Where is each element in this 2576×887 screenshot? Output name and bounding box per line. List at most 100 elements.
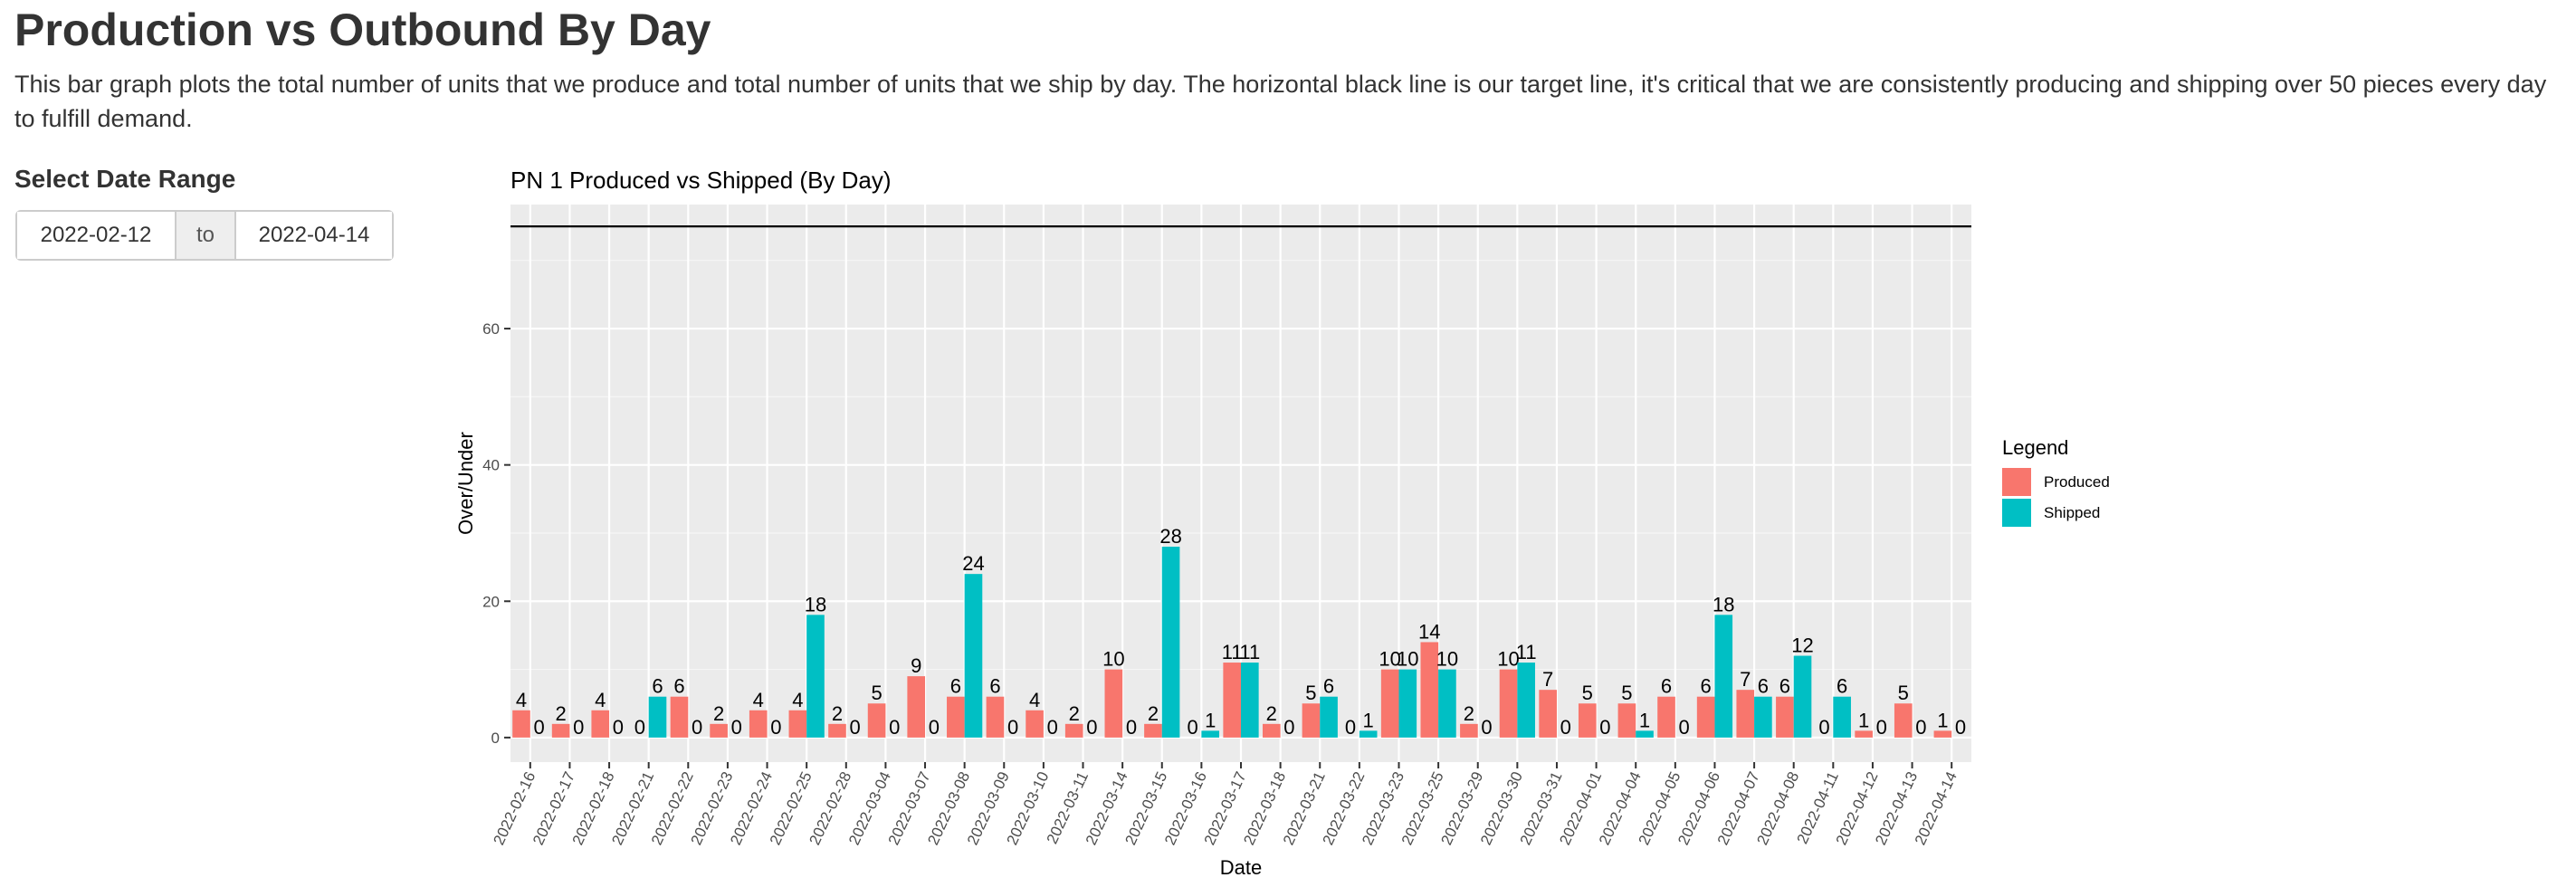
- bar-produced: [828, 723, 846, 738]
- legend-label-produced: Produced: [2044, 472, 2110, 491]
- data-label-produced: 10: [1379, 648, 1400, 671]
- data-label-produced: 5: [1898, 682, 1909, 704]
- y-tick-label: 60: [482, 320, 500, 338]
- data-label-produced: 0: [1345, 716, 1356, 739]
- bar-produced: [1776, 696, 1794, 738]
- data-label-shipped: 0: [1915, 716, 1926, 739]
- data-label-produced: 6: [1661, 675, 1672, 698]
- data-label-produced: 6: [950, 675, 961, 698]
- bar-produced: [1104, 669, 1123, 738]
- start-date-input[interactable]: 2022-02-12: [17, 212, 175, 259]
- data-label-produced: 7: [1542, 668, 1553, 691]
- end-date-input[interactable]: 2022-04-14: [236, 212, 392, 259]
- bar-produced: [1380, 669, 1399, 738]
- data-label-shipped: 0: [770, 716, 781, 739]
- data-label-produced: 6: [1701, 675, 1712, 698]
- data-label-produced: 2: [832, 702, 843, 725]
- data-label-produced: 6: [673, 675, 684, 698]
- data-label-shipped: 1: [1639, 709, 1650, 731]
- y-tick-label: 40: [482, 457, 500, 474]
- legend-label-shipped: Shipped: [2044, 503, 2101, 521]
- bar-produced: [947, 696, 965, 738]
- data-label-shipped: 0: [1086, 716, 1097, 739]
- data-label-shipped: 10: [1436, 648, 1458, 671]
- data-label-produced: 4: [753, 689, 764, 711]
- data-label-shipped: 6: [1323, 675, 1334, 698]
- page-title: Production vs Outbound By Day: [14, 5, 711, 55]
- bar-produced: [986, 696, 1005, 738]
- bar-shipped: [1517, 663, 1535, 738]
- data-label-produced: 2: [1069, 702, 1080, 725]
- bar-produced: [1539, 690, 1557, 738]
- bar-produced: [670, 696, 689, 738]
- data-label-produced: 1: [1858, 709, 1869, 731]
- bar-shipped: [1833, 696, 1851, 738]
- bar-shipped: [1320, 696, 1338, 738]
- legend-item-shipped: Shipped: [2002, 499, 2100, 527]
- data-label-produced: 2: [1148, 702, 1159, 725]
- bar-produced: [1933, 730, 1952, 738]
- data-label-shipped: 0: [1126, 716, 1137, 739]
- data-label-shipped: 0: [613, 716, 624, 739]
- x-tick-label: 2022-04-14: [1912, 769, 1961, 848]
- legend-swatch-shipped: [2002, 499, 2031, 527]
- data-label-produced: 4: [516, 689, 527, 711]
- data-label-shipped: 10: [1397, 648, 1418, 671]
- date-range-label: Select Date Range: [14, 165, 236, 193]
- data-label-shipped: 0: [1955, 716, 1966, 739]
- data-label-produced: 5: [1305, 682, 1316, 704]
- bar-produced: [1696, 696, 1715, 738]
- bar-shipped: [1754, 696, 1772, 738]
- data-label-shipped: 1: [1205, 709, 1216, 731]
- bar-shipped: [1201, 730, 1220, 738]
- data-label-shipped: 24: [962, 552, 984, 575]
- data-label-shipped: 0: [731, 716, 742, 739]
- bar-produced: [788, 710, 807, 738]
- bar-produced: [1578, 703, 1597, 738]
- data-label-produced: 2: [713, 702, 724, 725]
- bar-produced: [1617, 703, 1636, 738]
- data-label-produced: 0: [1187, 716, 1197, 739]
- data-label-shipped: 0: [534, 716, 545, 739]
- bar-produced: [1736, 690, 1755, 738]
- data-label-shipped: 0: [1481, 716, 1492, 739]
- legend-item-produced: Produced: [2002, 468, 2110, 496]
- data-label-produced: 0: [634, 716, 645, 739]
- data-label-shipped: 0: [573, 716, 584, 739]
- data-label-shipped: 0: [929, 716, 940, 739]
- data-label-shipped: 11: [1239, 641, 1260, 663]
- bar-produced: [512, 710, 530, 738]
- data-label-shipped: 0: [1007, 716, 1018, 739]
- data-label-shipped: 0: [889, 716, 900, 739]
- data-label-shipped: 28: [1159, 525, 1181, 548]
- data-label-shipped: 0: [1599, 716, 1610, 739]
- data-label-shipped: 0: [1876, 716, 1887, 739]
- bar-produced: [1302, 703, 1321, 738]
- data-label-shipped: 1: [1363, 709, 1374, 731]
- data-label-shipped: 0: [849, 716, 860, 739]
- bar-produced: [1855, 730, 1873, 738]
- bar-produced: [1460, 723, 1478, 738]
- data-label-produced: 4: [595, 689, 606, 711]
- y-tick-label: 0: [491, 730, 500, 747]
- bar-shipped: [1438, 669, 1456, 738]
- bar-shipped: [1714, 615, 1733, 738]
- bar-produced: [749, 710, 768, 738]
- data-label-produced: 5: [1621, 682, 1632, 704]
- data-label-shipped: 0: [692, 716, 702, 739]
- data-label-shipped: 18: [805, 593, 826, 615]
- bar-shipped: [964, 574, 983, 738]
- data-label-shipped: 0: [1560, 716, 1571, 739]
- bar-shipped: [1241, 663, 1259, 738]
- bar-produced: [1144, 723, 1162, 738]
- data-label-shipped: 18: [1713, 593, 1734, 615]
- date-range-separator: to: [175, 212, 236, 259]
- data-label-produced: 6: [989, 675, 1000, 698]
- data-label-produced: 5: [871, 682, 882, 704]
- y-axis-title: Over/Under: [454, 432, 477, 535]
- bar-produced: [1657, 696, 1675, 738]
- bar-shipped: [1398, 669, 1417, 738]
- data-label-shipped: 0: [1283, 716, 1294, 739]
- data-label-shipped: 6: [1758, 675, 1769, 698]
- data-label-produced: 4: [792, 689, 803, 711]
